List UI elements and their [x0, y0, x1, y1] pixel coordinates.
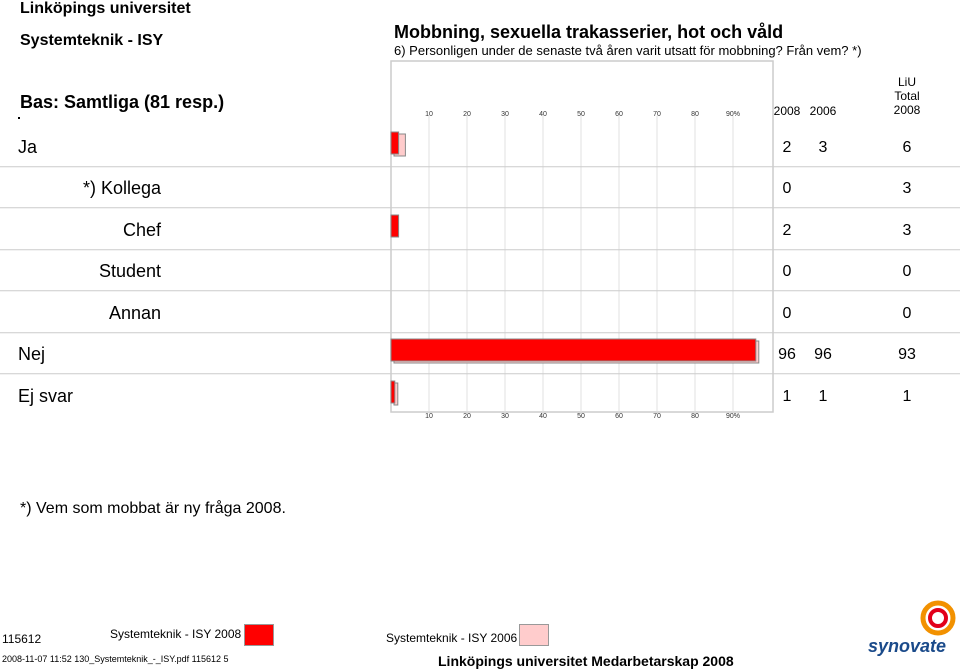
value-2008: 2: [783, 139, 792, 156]
x-tick-label-top: 50: [577, 111, 585, 118]
question-text: 6) Personligen under de senaste två åren…: [394, 43, 862, 58]
value-2008: 2: [783, 222, 792, 239]
x-tick-label-top: 60: [615, 111, 623, 118]
value-liu-total: 3: [903, 222, 912, 239]
col-header-liu-year: 2008: [894, 103, 921, 117]
logo-wordmark: synovate: [868, 636, 947, 656]
x-tick-label-bottom: 60: [615, 413, 623, 420]
category-label: Ej svar: [18, 386, 73, 406]
x-tick-label-top: 70: [653, 111, 661, 118]
x-tick-label-bottom: 50: [577, 413, 585, 420]
marker-dot: [18, 117, 20, 119]
x-tick-label-bottom: 10: [425, 413, 433, 420]
report-id: 115612: [2, 632, 42, 646]
survey-name: Linköpings universitet Medarbetarskap 20…: [438, 653, 734, 669]
legend-label-2008: Systemteknik - ISY 2008: [110, 627, 242, 641]
x-tick-label-top: 80: [691, 111, 699, 118]
value-2008: 1: [783, 388, 792, 405]
value-2008: 96: [778, 346, 796, 363]
category-label: Annan: [109, 303, 161, 323]
bar-chart: 1010202030304040505060607070808090%90%20…: [0, 60, 960, 420]
value-liu-total: 0: [903, 305, 912, 322]
university-name: Linköpings universitet: [20, 0, 191, 17]
x-tick-label-bottom: 30: [501, 413, 509, 420]
category-label: Chef: [123, 220, 162, 240]
legend-swatch-2008: [244, 624, 274, 646]
col-header-2008: 2008: [774, 104, 801, 118]
page-title: Mobbning, sexuella trakasserier, hot och…: [394, 22, 784, 42]
legend-swatch-2006: [519, 624, 549, 646]
x-tick-label-bottom: 40: [539, 413, 547, 420]
col-header-2006: 2006: [810, 104, 837, 118]
bar-2008: [390, 131, 400, 155]
x-tick-label-bottom: 90%: [726, 413, 740, 420]
x-tick-label-bottom: 70: [653, 413, 661, 420]
value-2008: 0: [783, 263, 792, 280]
value-2006: 96: [814, 346, 832, 363]
synovate-logo-icon: [920, 600, 956, 636]
value-2008: 0: [783, 180, 792, 197]
value-2006: 1: [819, 388, 828, 405]
x-tick-label-bottom: 20: [463, 413, 471, 420]
category-label: Nej: [18, 344, 45, 364]
value-liu-total: 0: [903, 263, 912, 280]
bar-2008: [390, 214, 400, 238]
department-name: Systemteknik - ISY: [20, 32, 164, 49]
base-label: Bas: Samtliga (81 resp.): [20, 92, 225, 112]
x-tick-label-top: 20: [463, 111, 471, 118]
footnote: *) Vem som mobbat är ny fråga 2008.: [20, 500, 286, 517]
col-header-liu: LiU: [898, 75, 916, 89]
category-label: Student: [99, 261, 161, 281]
bar-2008: [390, 380, 396, 404]
x-tick-label-top: 90%: [726, 111, 740, 118]
report-meta: 2008-11-07 11:52 130_Systemteknik_-_ISY.…: [2, 654, 229, 664]
x-tick-label-top: 40: [539, 111, 547, 118]
category-label: *) Kollega: [83, 178, 162, 198]
value-liu-total: 93: [898, 346, 916, 363]
x-tick-label-top: 30: [501, 111, 509, 118]
bar-2008: [390, 338, 757, 362]
value-liu-total: 3: [903, 180, 912, 197]
value-liu-total: 1: [903, 388, 912, 405]
col-header-total: Total: [894, 89, 919, 103]
x-tick-label-bottom: 80: [691, 413, 699, 420]
value-2008: 0: [783, 305, 792, 322]
value-liu-total: 6: [903, 139, 912, 156]
value-2006: 3: [819, 139, 828, 156]
x-tick-label-top: 10: [425, 111, 433, 118]
category-label: Ja: [18, 137, 38, 157]
legend-label-2006: Systemteknik - ISY 2006: [386, 631, 518, 645]
